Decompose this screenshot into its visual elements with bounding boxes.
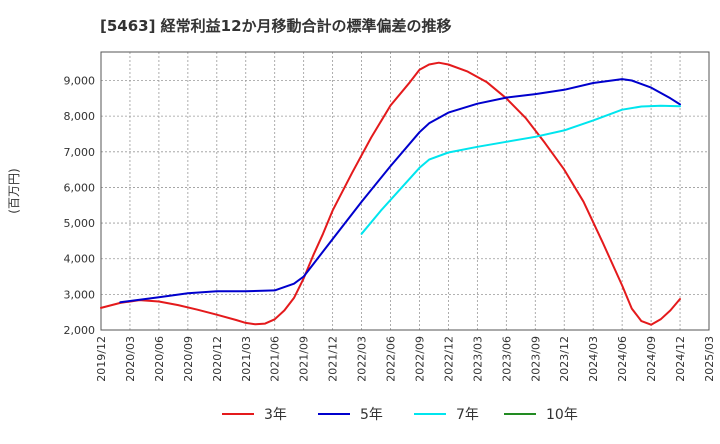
x-tick-label: 2023/12: [558, 336, 571, 382]
x-tick-label: 2024/06: [616, 336, 629, 382]
x-tick-label: 2021/09: [298, 336, 311, 382]
x-tick-label: 2021/03: [240, 336, 253, 382]
y-tick-label: 7,000: [64, 146, 96, 159]
y-tick-label: 2,000: [64, 324, 96, 337]
x-tick-label: 2024/09: [645, 336, 658, 382]
legend-label-4: 10年: [546, 407, 578, 423]
series-lines: [100, 61, 681, 326]
legend-label-1: 3年: [264, 407, 287, 423]
x-tick-label: 2022/03: [356, 336, 369, 382]
x-tick-label: 2024/03: [587, 336, 600, 382]
y-tick-label: 8,000: [64, 110, 96, 123]
x-tick-label: 2020/06: [153, 336, 166, 382]
y-tick-label: 4,000: [64, 253, 96, 266]
series-line-2: [119, 78, 681, 304]
y-tick-label: 9,000: [64, 75, 96, 88]
y-tick-label: 6,000: [64, 181, 96, 194]
x-tick-label: 2022/06: [385, 336, 398, 382]
grid: [101, 52, 709, 330]
x-tick-label: 2021/06: [269, 336, 282, 382]
series-line-3: [360, 104, 681, 235]
legend-label-3: 7年: [456, 407, 479, 423]
series-line-1: [100, 61, 681, 326]
axes: 2019/12 2020/03 2020/06 2020/09 2020/12 2021/…: [64, 51, 716, 382]
x-tick-label: 2023/03: [471, 336, 484, 382]
x-tick-label: 2019/12: [95, 336, 108, 382]
legend-label-2: 5年: [360, 407, 383, 423]
y-tick-label: 3,000: [64, 288, 96, 301]
x-tick-label: 2020/12: [211, 336, 224, 382]
x-tick-label: 2022/12: [442, 336, 455, 382]
y-axis-label: (百万円): [7, 168, 21, 213]
plot-frame: [100, 51, 710, 331]
x-tick-label: 2023/09: [529, 336, 542, 382]
legend: 3年 5年 7年 10年: [222, 407, 578, 423]
x-tick-label: 2023/06: [500, 336, 513, 382]
chart-title: [5463] 経常利益12か月移動合計の標準偏差の推移: [100, 17, 452, 35]
x-tick-label: 2020/03: [124, 336, 137, 382]
x-tick-label: 2024/12: [674, 336, 687, 382]
x-tick-label: 2025/03: [703, 336, 716, 382]
x-tick-label: 2022/09: [413, 336, 426, 382]
x-tick-label: 2021/12: [327, 336, 340, 382]
x-tick-label: 2020/09: [182, 336, 195, 382]
y-tick-label: 5,000: [64, 217, 96, 230]
